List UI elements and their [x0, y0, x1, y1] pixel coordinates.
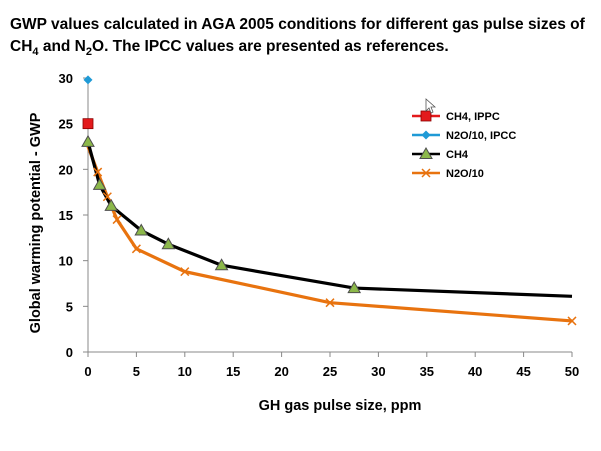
series-line-3	[86, 145, 573, 323]
data-point-0-0	[82, 118, 94, 130]
title-sub-2: 2	[85, 46, 93, 59]
data-point-1-0	[83, 75, 93, 85]
y-tick-label: 30	[59, 71, 73, 86]
data-point-3-6	[325, 298, 335, 308]
x-tick-label: 25	[323, 364, 337, 379]
legend-label-3: N2O/10	[446, 168, 484, 180]
title-and-n: and N	[38, 38, 86, 55]
data-point-2-3	[134, 223, 149, 236]
y-tick-label: 20	[59, 162, 73, 177]
data-point-2-6	[347, 281, 362, 294]
x-tick-label: 50	[565, 364, 579, 379]
data-point-3-6-stroke-b	[325, 298, 335, 308]
data-point-3-1	[93, 167, 103, 177]
data-point-2-0	[81, 134, 95, 147]
x-tick-label: 0	[84, 364, 91, 379]
data-point-3-4-stroke-b	[131, 244, 141, 254]
y-axis-title: Global warming potential - GWP	[28, 112, 44, 333]
data-point-3-5	[180, 267, 190, 277]
x-tick-label: 45	[516, 364, 530, 379]
x-tick-label: 30	[371, 364, 385, 379]
legend-label-2: CH4	[446, 149, 469, 161]
x-tick-label: 5	[133, 364, 140, 379]
data-point-3-3-stroke-b	[112, 215, 122, 225]
legend-marker-0	[420, 110, 432, 122]
chart-title-line1: GWP values calculated in AGA 2005 condit…	[10, 16, 585, 33]
chart-title-line2: CH4 and N2O. The IPCC values are present…	[10, 38, 449, 59]
y-tick-label: 0	[66, 345, 73, 360]
chart-title: GWP values calculated in AGA 2005 condit…	[10, 14, 595, 63]
legend-marker-3	[421, 168, 431, 178]
title-rest: O. The IPCC values are presented as refe…	[92, 38, 449, 55]
x-axis-title: GH gas pulse size, ppm	[259, 398, 422, 414]
data-point-2-1	[92, 177, 107, 190]
title-ch: CH	[10, 38, 33, 55]
x-tick-label: 40	[468, 364, 482, 379]
data-point-3-7-stroke-b	[567, 316, 577, 326]
legend-marker-3-stroke-b	[421, 168, 431, 178]
data-point-3-4	[131, 244, 141, 254]
data-point-2-4	[161, 237, 176, 250]
data-point-3-3	[112, 215, 122, 225]
title-sub-4: 4	[32, 46, 39, 59]
data-point-3-2-stroke-b	[102, 192, 112, 202]
data-point-3-1-stroke-b	[93, 167, 103, 177]
legend-label-0: CH4, IPPC	[446, 111, 500, 123]
x-tick-label: 20	[274, 364, 288, 379]
data-point-2-5	[214, 258, 229, 271]
legend-marker-1	[421, 130, 431, 140]
data-point-3-2	[102, 192, 112, 202]
series-line-2	[86, 141, 573, 298]
legend-marker-2	[419, 146, 433, 159]
y-tick-label: 5	[66, 299, 73, 314]
x-tick-label: 10	[178, 364, 192, 379]
y-tick-label: 10	[59, 254, 73, 269]
mouse-pointer-icon	[425, 98, 437, 114]
legend-label-1: N2O/10, IPCC	[446, 130, 516, 142]
x-tick-label: 15	[226, 364, 240, 379]
data-point-2-2	[104, 198, 119, 211]
data-point-3-5-stroke-b	[180, 267, 190, 277]
y-tick-label: 15	[59, 208, 73, 223]
y-tick-label: 25	[59, 117, 73, 132]
data-point-3-7	[567, 316, 577, 326]
x-tick-label: 35	[420, 364, 434, 379]
